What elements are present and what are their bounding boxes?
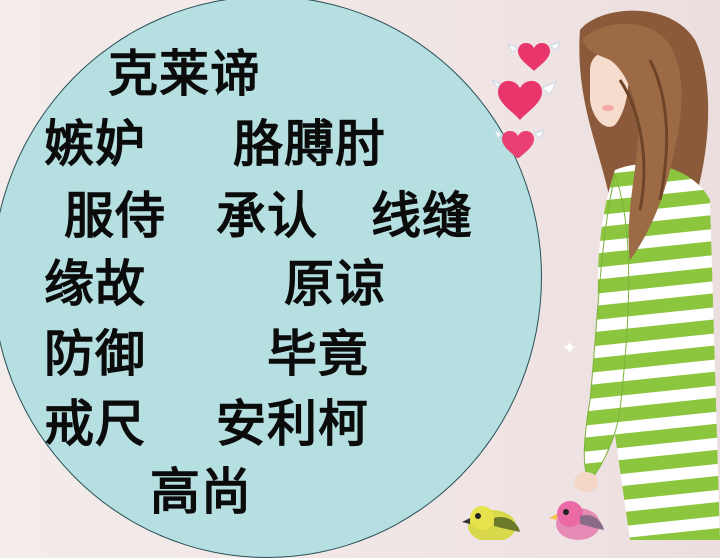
bird-icon <box>462 506 520 540</box>
vocab-word: 克莱谛 <box>108 45 261 103</box>
girl-illustration <box>574 10 720 540</box>
vocab-word: 安利柯 <box>216 395 369 453</box>
sparkle-icon: ✦ <box>562 338 578 359</box>
bird-icon <box>549 501 604 540</box>
vocab-word: 高尚 <box>150 463 252 521</box>
vocab-word: 服侍 <box>64 187 166 245</box>
vocab-word: 承认 <box>216 187 318 245</box>
vocab-word: 缘故 <box>44 255 146 313</box>
vocab-word: 原谅 <box>284 255 386 313</box>
vocab-word: 毕竟 <box>267 325 369 383</box>
vocab-word: 胳膊肘 <box>233 115 386 173</box>
vocab-word: 线缝 <box>371 187 473 245</box>
heart-icon <box>492 41 562 158</box>
vocab-word: 防御 <box>44 325 146 383</box>
vocab-word: 戒尺 <box>44 395 146 453</box>
word-panel-ellipse <box>0 0 542 558</box>
vocab-word: 嫉妒 <box>44 115 146 173</box>
